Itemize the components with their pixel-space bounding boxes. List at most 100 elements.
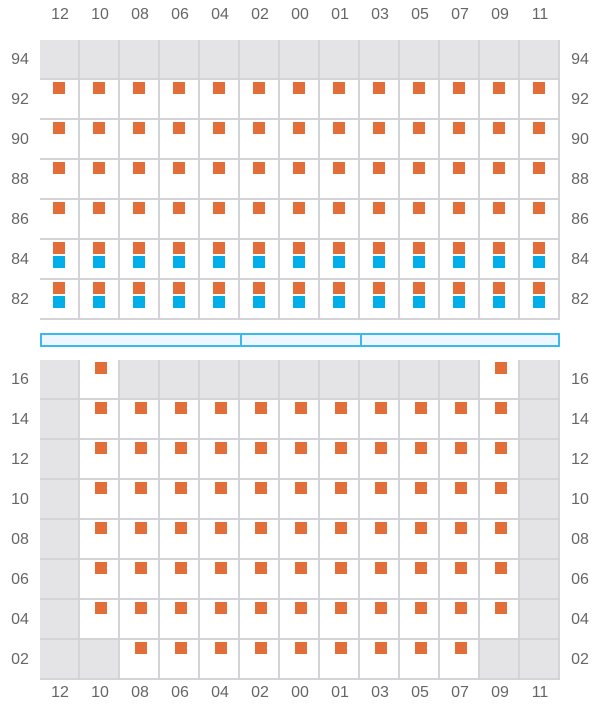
seat[interactable] (280, 280, 320, 320)
seat[interactable] (360, 520, 400, 560)
seat[interactable] (480, 440, 520, 480)
seat[interactable] (280, 480, 320, 520)
seat[interactable] (80, 360, 120, 400)
seat[interactable] (480, 80, 520, 120)
seat[interactable] (400, 200, 440, 240)
seat[interactable] (320, 160, 360, 200)
seat[interactable] (240, 280, 280, 320)
seat[interactable] (240, 520, 280, 560)
seat[interactable] (200, 280, 240, 320)
seat[interactable] (80, 400, 120, 440)
seat[interactable] (280, 600, 320, 640)
seat[interactable] (360, 160, 400, 200)
seat[interactable] (160, 440, 200, 480)
seat[interactable] (400, 240, 440, 280)
seat[interactable] (440, 520, 480, 560)
seat[interactable] (160, 240, 200, 280)
seat[interactable] (160, 120, 200, 160)
seat[interactable] (240, 200, 280, 240)
seat[interactable] (40, 80, 80, 120)
seat[interactable] (240, 240, 280, 280)
seat[interactable] (360, 80, 400, 120)
seat[interactable] (400, 560, 440, 600)
seat[interactable] (240, 80, 280, 120)
divider-segment[interactable] (360, 333, 560, 347)
seat[interactable] (400, 440, 440, 480)
seat[interactable] (160, 200, 200, 240)
seat[interactable] (320, 120, 360, 160)
seat[interactable] (200, 640, 240, 680)
seat[interactable] (120, 200, 160, 240)
seat[interactable] (400, 480, 440, 520)
seat[interactable] (80, 160, 120, 200)
seat[interactable] (440, 480, 480, 520)
seat[interactable] (200, 200, 240, 240)
seat[interactable] (160, 160, 200, 200)
seat[interactable] (80, 80, 120, 120)
seat[interactable] (360, 600, 400, 640)
seat[interactable] (440, 240, 480, 280)
seat[interactable] (320, 280, 360, 320)
seat[interactable] (80, 120, 120, 160)
seat[interactable] (320, 200, 360, 240)
seat[interactable] (400, 600, 440, 640)
seat[interactable] (440, 560, 480, 600)
seat[interactable] (120, 640, 160, 680)
seat[interactable] (240, 600, 280, 640)
seat[interactable] (200, 160, 240, 200)
seat[interactable] (240, 560, 280, 600)
seat[interactable] (320, 480, 360, 520)
seat[interactable] (360, 440, 400, 480)
seat[interactable] (440, 80, 480, 120)
seat[interactable] (200, 560, 240, 600)
seat[interactable] (120, 600, 160, 640)
seat[interactable] (320, 520, 360, 560)
seat[interactable] (520, 200, 560, 240)
seat[interactable] (200, 240, 240, 280)
seat[interactable] (480, 480, 520, 520)
seat[interactable] (480, 120, 520, 160)
seat[interactable] (120, 400, 160, 440)
seat[interactable] (200, 600, 240, 640)
seat[interactable] (80, 280, 120, 320)
seat[interactable] (200, 80, 240, 120)
seat[interactable] (240, 400, 280, 440)
seat[interactable] (520, 120, 560, 160)
seat[interactable] (320, 80, 360, 120)
seat[interactable] (240, 160, 280, 200)
seat[interactable] (320, 400, 360, 440)
seat[interactable] (360, 560, 400, 600)
seat[interactable] (120, 560, 160, 600)
seat[interactable] (520, 280, 560, 320)
seat[interactable] (80, 240, 120, 280)
seat[interactable] (200, 120, 240, 160)
seat[interactable] (120, 520, 160, 560)
seat[interactable] (480, 360, 520, 400)
seat[interactable] (240, 440, 280, 480)
seat[interactable] (480, 400, 520, 440)
seat[interactable] (360, 240, 400, 280)
seat[interactable] (120, 240, 160, 280)
seat[interactable] (280, 200, 320, 240)
seat[interactable] (160, 80, 200, 120)
seat[interactable] (40, 280, 80, 320)
seat[interactable] (440, 640, 480, 680)
seat[interactable] (120, 80, 160, 120)
seat[interactable] (80, 440, 120, 480)
seat[interactable] (80, 560, 120, 600)
seat[interactable] (400, 400, 440, 440)
seat[interactable] (240, 480, 280, 520)
seat[interactable] (280, 520, 320, 560)
seat[interactable] (520, 160, 560, 200)
seat[interactable] (120, 160, 160, 200)
seat[interactable] (80, 200, 120, 240)
seat[interactable] (360, 120, 400, 160)
seat[interactable] (160, 280, 200, 320)
seat[interactable] (280, 560, 320, 600)
seat[interactable] (400, 80, 440, 120)
seat[interactable] (480, 280, 520, 320)
seat[interactable] (120, 120, 160, 160)
seat[interactable] (440, 440, 480, 480)
divider-segment[interactable] (240, 333, 362, 347)
seat[interactable] (400, 280, 440, 320)
